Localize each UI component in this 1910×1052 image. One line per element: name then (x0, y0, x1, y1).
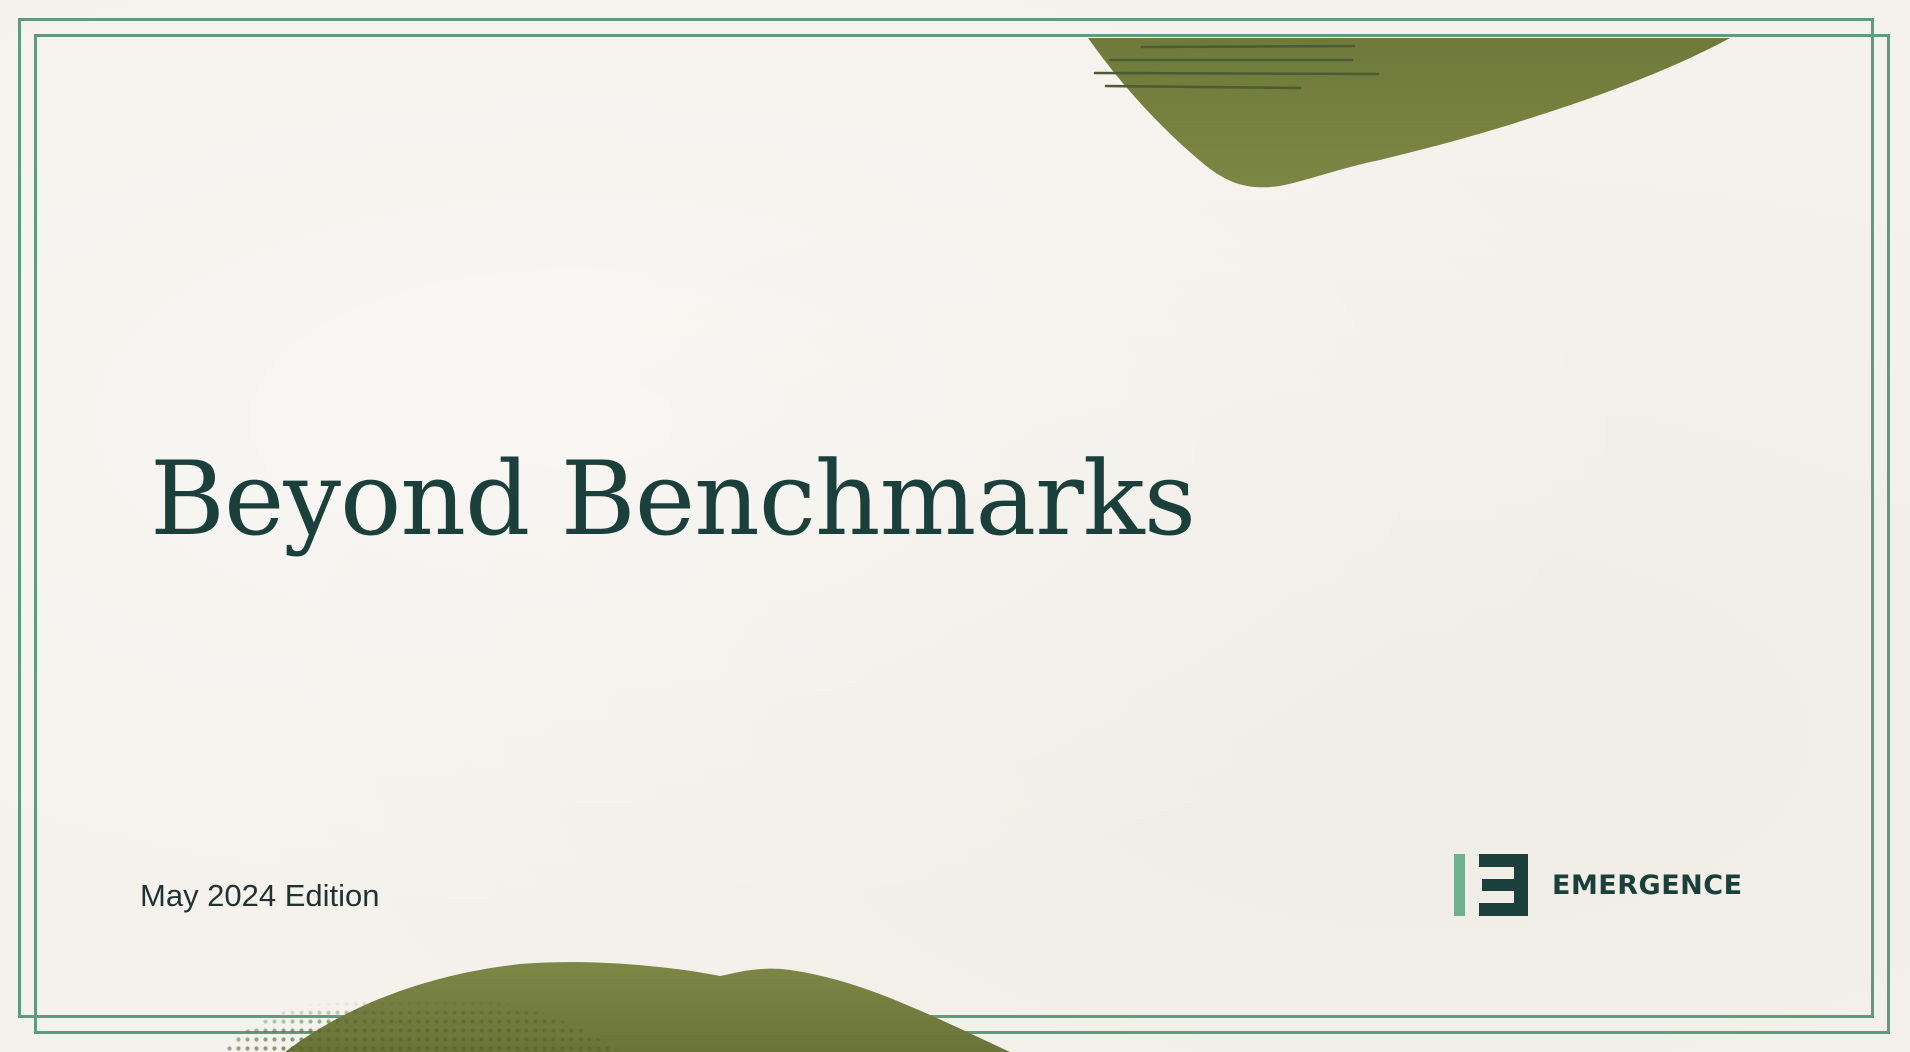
olive-brush-shape-top (1088, 38, 1730, 188)
emergence-logo-icon (1454, 854, 1528, 916)
edition-label: May 2024 Edition (140, 878, 380, 913)
frame-outer-border (18, 18, 1874, 1018)
brand-logo: EMERGENCE (1454, 854, 1743, 916)
brand-name: EMERGENCE (1552, 869, 1743, 901)
halftone-dots (220, 993, 620, 1052)
brush-strokes (1093, 44, 1380, 90)
slide-title: Beyond Benchmarks (150, 440, 1196, 559)
